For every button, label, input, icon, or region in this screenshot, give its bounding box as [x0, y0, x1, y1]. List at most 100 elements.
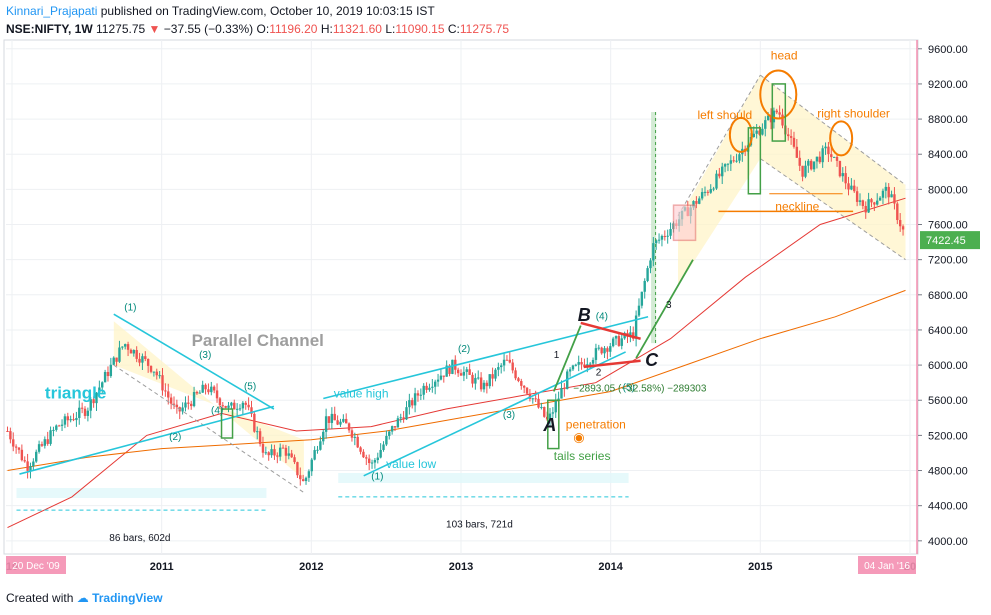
- time-tick-label: 2011: [150, 561, 174, 573]
- candle-body: [634, 315, 638, 339]
- candle-body: [890, 194, 893, 198]
- candle-body: [164, 390, 167, 392]
- candle-body: [385, 435, 388, 445]
- green-box-1: [747, 127, 762, 195]
- candle-body: [643, 280, 646, 292]
- candle-body: [46, 439, 49, 444]
- candle-body: [591, 359, 595, 364]
- candle-body: [301, 479, 305, 482]
- candle-body: [497, 367, 500, 370]
- candle-body: [347, 423, 351, 431]
- candle-body: [169, 397, 173, 404]
- candle-body: [838, 160, 842, 177]
- candle-body: [23, 460, 26, 462]
- candle-body: [830, 154, 833, 158]
- tradingview-brand[interactable]: TradingView: [92, 591, 163, 605]
- candle-body: [411, 400, 414, 406]
- candle-body: [32, 461, 35, 467]
- penetration-eye-icon: ◉: [573, 430, 584, 445]
- candle-body: [425, 385, 428, 390]
- candle-body: [75, 417, 78, 421]
- price-tick-label: 8800.00: [928, 114, 968, 126]
- candle-body: [336, 420, 339, 425]
- candle-body: [531, 398, 534, 400]
- publish-info: published on TradingView.com, October 10…: [100, 4, 435, 18]
- candle-body: [459, 373, 463, 376]
- value-high-label: value high: [334, 387, 389, 401]
- candle-body: [20, 449, 24, 461]
- candle-body: [419, 394, 423, 396]
- wave-label: (2): [169, 432, 181, 443]
- candle-body: [86, 410, 90, 416]
- candle-body: [729, 160, 733, 164]
- candle-body: [861, 200, 865, 206]
- candle-body: [695, 201, 698, 204]
- price-tick-label: 6000.00: [928, 360, 968, 372]
- candle-body: [571, 365, 575, 370]
- candle-body: [537, 398, 540, 408]
- candle-body: [525, 387, 529, 394]
- change-down-icon: ▼: [148, 22, 161, 36]
- triangle-upper-line: [113, 313, 275, 410]
- candle-body: [855, 191, 859, 202]
- candle-body: [640, 291, 644, 306]
- candle-body: [278, 447, 282, 457]
- candle-body: [350, 430, 354, 438]
- candle-body: [847, 183, 850, 190]
- candle-body: [517, 378, 520, 382]
- candle-body: [787, 134, 790, 137]
- candle-body: [620, 338, 623, 346]
- candle-body: [752, 133, 755, 137]
- point-a-label: A: [542, 415, 556, 435]
- candle-body: [313, 450, 316, 460]
- candle-body: [698, 198, 701, 204]
- candle-body: [201, 384, 204, 393]
- candle-body: [482, 382, 486, 390]
- candle-body: [669, 229, 672, 236]
- candle-body: [660, 235, 664, 240]
- candle-body: [396, 418, 400, 428]
- low-value: 11090.15: [395, 22, 445, 36]
- candle-body: [9, 431, 12, 440]
- candle-body: [508, 359, 512, 363]
- candle-body: [40, 444, 44, 446]
- candle-body: [867, 199, 870, 213]
- candle-body: [657, 239, 661, 241]
- candle-body: [204, 384, 207, 390]
- range-2-label: 103 bars, 721d: [446, 520, 513, 531]
- change-value: −37.55 (−0.33%): [163, 22, 254, 36]
- candle-body: [442, 375, 445, 377]
- candle-body: [850, 185, 853, 190]
- author-link[interactable]: Kinnari_Prajapati: [6, 4, 98, 18]
- candle-body: [123, 344, 127, 347]
- candle-body: [502, 359, 506, 366]
- candle-body: [175, 404, 179, 408]
- candle-body: [462, 371, 466, 376]
- candle-body: [712, 188, 715, 190]
- candle-body: [92, 399, 95, 404]
- candle-body: [379, 449, 382, 458]
- candle-body: [844, 173, 847, 184]
- candle-body: [606, 348, 609, 352]
- price-axis[interactable]: 9600.00 9200.00 8800.00 8400.00 8000.00 7600.…: [918, 44, 980, 548]
- candle-body: [873, 202, 876, 205]
- small-number-2: 2: [596, 368, 602, 379]
- head-label: head: [771, 48, 798, 62]
- wave-label: (3): [503, 410, 515, 421]
- candle-body: [29, 466, 32, 471]
- candle-body: [896, 203, 899, 221]
- candle-body: [112, 357, 115, 365]
- candle-body: [551, 412, 555, 414]
- candle-body: [316, 449, 319, 451]
- left-shoulder-circle: [728, 116, 753, 153]
- price-tick-label: 7600.00: [928, 220, 968, 232]
- candle-body: [617, 336, 621, 346]
- candle-body: [841, 173, 844, 177]
- range-2-band: [338, 473, 629, 483]
- candle-body: [290, 453, 293, 458]
- candle-body: [373, 460, 377, 463]
- candle-body: [256, 431, 259, 433]
- candle-body: [795, 146, 799, 158]
